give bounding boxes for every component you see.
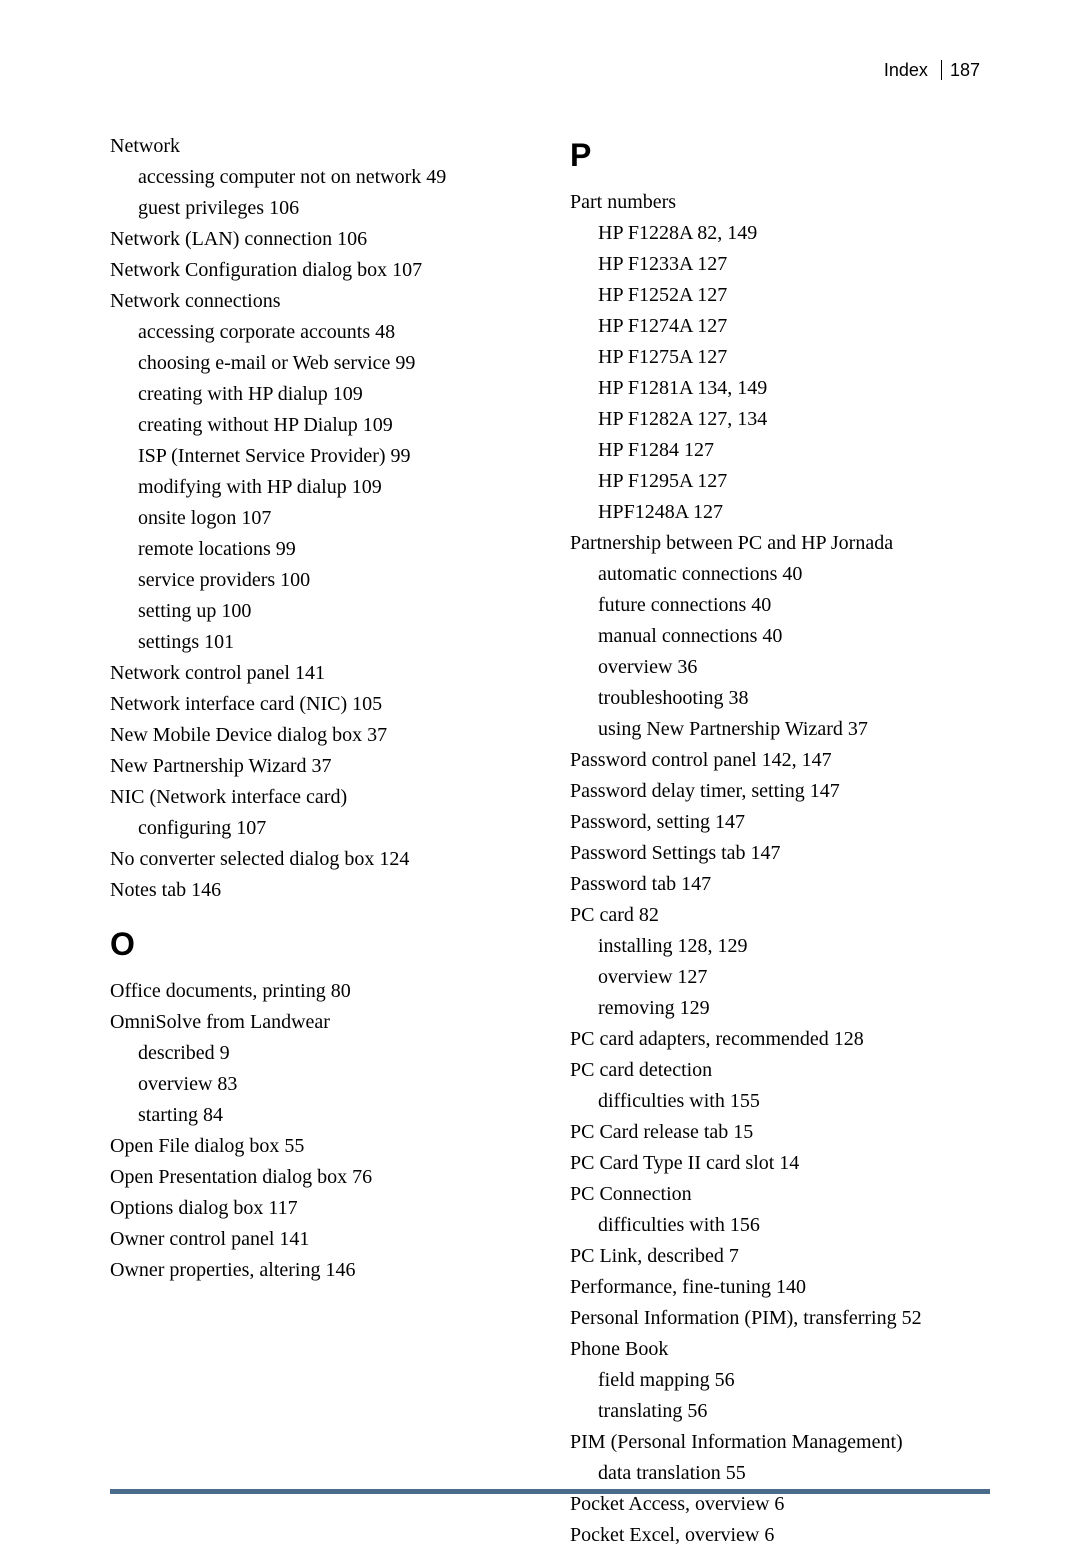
index-entry: Network connections	[110, 286, 530, 317]
index-subentry: installing 128, 129	[598, 931, 990, 962]
index-subentry: HPF1248A 127	[598, 497, 990, 528]
index-entry: Notes tab 146	[110, 875, 530, 906]
index-subentry: overview 36	[598, 652, 990, 683]
index-subentry: HP F1228A 82, 149	[598, 218, 990, 249]
index-entry: NIC (Network interface card)	[110, 782, 530, 813]
index-entry: Network (LAN) connection 106	[110, 224, 530, 255]
index-subentry: starting 84	[138, 1100, 530, 1131]
page: Index 187 Network accessing computer not…	[0, 0, 1080, 1529]
section-letter-p: P	[570, 131, 990, 181]
index-subentry: automatic connections 40	[598, 559, 990, 590]
index-entry: New Mobile Device dialog box 37	[110, 720, 530, 751]
column-right: P Part numbers HP F1228A 82, 149 HP F123…	[570, 131, 990, 1551]
index-subentry: creating with HP dialup 109	[138, 379, 530, 410]
index-subentry: choosing e-mail or Web service 99	[138, 348, 530, 379]
index-entry: Partnership between PC and HP Jornada	[570, 528, 990, 559]
index-subentry: accessing computer not on network 49	[138, 162, 530, 193]
index-subentry: overview 127	[598, 962, 990, 993]
index-subentry: HP F1233A 127	[598, 249, 990, 280]
index-entry: Network	[110, 131, 530, 162]
index-subentry: creating without HP Dialup 109	[138, 410, 530, 441]
header-page-num: 187	[950, 60, 980, 80]
index-subentry: manual connections 40	[598, 621, 990, 652]
index-subentry: accessing corporate accounts 48	[138, 317, 530, 348]
index-subentry: overview 83	[138, 1069, 530, 1100]
index-entry: Password control panel 142, 147	[570, 745, 990, 776]
column-left: Network accessing computer not on networ…	[110, 131, 530, 1551]
index-subentry: difficulties with 155	[598, 1086, 990, 1117]
index-subentry: HP F1282A 127, 134	[598, 404, 990, 435]
index-entry: Personal Information (PIM), transferring…	[570, 1303, 990, 1334]
index-subentry: removing 129	[598, 993, 990, 1024]
index-entry: Options dialog box 117	[110, 1193, 530, 1224]
footer-rule	[110, 1489, 990, 1494]
index-subentry: described 9	[138, 1038, 530, 1069]
index-entry: PC card 82	[570, 900, 990, 931]
header-divider	[941, 60, 942, 80]
index-subentry: using New Partnership Wizard 37	[598, 714, 990, 745]
index-columns: Network accessing computer not on networ…	[110, 131, 990, 1551]
index-entry: Password, setting 147	[570, 807, 990, 838]
index-entry: PC Card Type II card slot 14	[570, 1148, 990, 1179]
index-entry: Open File dialog box 55	[110, 1131, 530, 1162]
index-subentry: onsite logon 107	[138, 503, 530, 534]
index-subentry: service providers 100	[138, 565, 530, 596]
index-entry: Network control panel 141	[110, 658, 530, 689]
index-subentry: HP F1274A 127	[598, 311, 990, 342]
section-letter-o: O	[110, 920, 530, 970]
index-subentry: difficulties with 156	[598, 1210, 990, 1241]
index-subentry: troubleshooting 38	[598, 683, 990, 714]
index-entry: Part numbers	[570, 187, 990, 218]
index-subentry: data translation 55	[598, 1458, 990, 1489]
index-entry: PC card detection	[570, 1055, 990, 1086]
header-label: Index	[884, 60, 928, 80]
index-entry: PC Connection	[570, 1179, 990, 1210]
index-subentry: field mapping 56	[598, 1365, 990, 1396]
index-subentry: HP F1295A 127	[598, 466, 990, 497]
index-subentry: HP F1284 127	[598, 435, 990, 466]
index-subentry: configuring 107	[138, 813, 530, 844]
index-subentry: translating 56	[598, 1396, 990, 1427]
index-subentry: HP F1252A 127	[598, 280, 990, 311]
index-entry: PC card adapters, recommended 128	[570, 1024, 990, 1055]
index-entry: Network Configuration dialog box 107	[110, 255, 530, 286]
index-entry: PC Card release tab 15	[570, 1117, 990, 1148]
index-entry: Phone Book	[570, 1334, 990, 1365]
index-entry: Pocket Excel, overview 6	[570, 1520, 990, 1551]
index-subentry: modifying with HP dialup 109	[138, 472, 530, 503]
index-entry: Password Settings tab 147	[570, 838, 990, 869]
page-header: Index 187	[110, 60, 990, 81]
index-entry: Office documents, printing 80	[110, 976, 530, 1007]
index-subentry: settings 101	[138, 627, 530, 658]
index-entry: Password tab 147	[570, 869, 990, 900]
index-subentry: future connections 40	[598, 590, 990, 621]
index-subentry: guest privileges 106	[138, 193, 530, 224]
index-entry: New Partnership Wizard 37	[110, 751, 530, 782]
index-subentry: remote locations 99	[138, 534, 530, 565]
index-entry: OmniSolve from Landwear	[110, 1007, 530, 1038]
index-entry: Owner control panel 141	[110, 1224, 530, 1255]
index-entry: Password delay timer, setting 147	[570, 776, 990, 807]
index-entry: No converter selected dialog box 124	[110, 844, 530, 875]
index-entry: Owner properties, altering 146	[110, 1255, 530, 1286]
index-subentry: HP F1275A 127	[598, 342, 990, 373]
index-entry: Network interface card (NIC) 105	[110, 689, 530, 720]
index-entry: Open Presentation dialog box 76	[110, 1162, 530, 1193]
index-entry: Performance, fine-tuning 140	[570, 1272, 990, 1303]
index-entry: PC Link, described 7	[570, 1241, 990, 1272]
index-subentry: ISP (Internet Service Provider) 99	[138, 441, 530, 472]
index-subentry: setting up 100	[138, 596, 530, 627]
index-subentry: HP F1281A 134, 149	[598, 373, 990, 404]
index-entry: PIM (Personal Information Management)	[570, 1427, 990, 1458]
